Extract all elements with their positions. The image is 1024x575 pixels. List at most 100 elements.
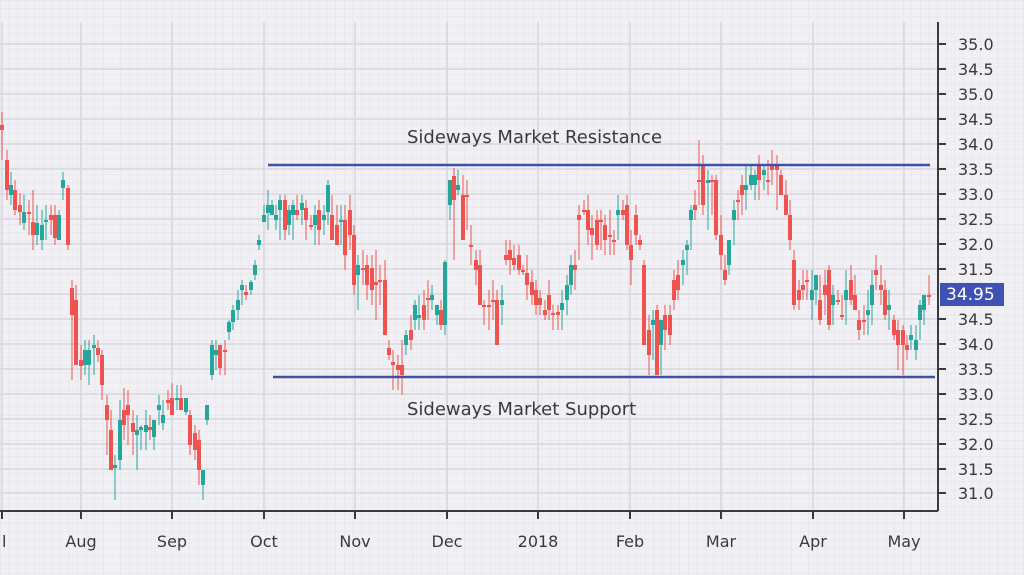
candle-down xyxy=(853,275,857,310)
candle-down xyxy=(478,250,482,305)
candle-up xyxy=(214,340,218,370)
y-tick-label: 35.0 xyxy=(958,35,994,54)
candle-down xyxy=(723,255,727,285)
candle-up xyxy=(569,255,573,295)
candle-down xyxy=(508,240,512,275)
candle-up xyxy=(681,250,685,285)
candle-down xyxy=(439,300,443,330)
last-price-label: 34.95 xyxy=(940,283,1004,306)
candle-up xyxy=(262,205,266,222)
candle-down xyxy=(874,255,878,290)
candle-up xyxy=(57,210,61,240)
candle-down xyxy=(13,180,17,215)
candle-up xyxy=(139,425,143,450)
candle-up xyxy=(210,340,214,380)
candle-down xyxy=(330,195,334,240)
candle-down xyxy=(797,280,801,310)
candle-up xyxy=(922,295,926,325)
candle-down xyxy=(595,210,599,250)
candle-up xyxy=(291,200,295,240)
candle-up xyxy=(253,260,257,280)
candle-down xyxy=(100,350,104,400)
candle-up xyxy=(560,290,564,330)
candle-up xyxy=(270,200,274,215)
candle-up xyxy=(565,275,569,315)
candle-up xyxy=(152,420,156,450)
x-tick-label: Mar xyxy=(706,532,737,551)
y-tick-label: 33.5 xyxy=(958,360,994,379)
candle-down xyxy=(197,430,201,485)
candle-down xyxy=(621,200,625,220)
candle-down xyxy=(827,265,831,330)
candle-down xyxy=(879,265,883,305)
candle-down xyxy=(608,210,612,255)
trendlines xyxy=(268,163,935,379)
candle-up xyxy=(706,170,710,230)
candle-down xyxy=(883,280,887,320)
candle-up xyxy=(87,340,91,385)
y-tick-label: 31.5 xyxy=(958,260,994,279)
candle-down xyxy=(534,280,538,315)
candle-down xyxy=(309,215,313,230)
candle-down xyxy=(836,290,840,305)
axes xyxy=(0,22,939,512)
candle-down xyxy=(590,215,594,260)
y-tick-label: 32.5 xyxy=(958,210,994,229)
candle-down xyxy=(74,285,78,365)
candle-down xyxy=(53,205,57,245)
y-tick-label: 31.0 xyxy=(958,484,994,503)
candle-down xyxy=(638,235,642,250)
candle-up xyxy=(227,320,231,340)
candle-down xyxy=(517,245,521,275)
candle-up xyxy=(404,330,408,355)
candle-up xyxy=(356,255,360,310)
y-tick-label: 34.0 xyxy=(958,335,994,354)
candle-down xyxy=(218,345,222,375)
candle-down xyxy=(892,315,896,340)
candle-down xyxy=(901,325,905,375)
candle-down xyxy=(31,190,35,250)
candle-down xyxy=(676,260,680,300)
x-tick-label: Feb xyxy=(616,532,644,551)
candle-down xyxy=(788,200,792,250)
candle-down xyxy=(719,215,723,270)
candle-up xyxy=(831,285,835,325)
last-price-badge xyxy=(940,283,1004,306)
x-tick-label: May xyxy=(887,532,920,551)
candle-down xyxy=(547,280,551,320)
y-tick-label: 32.0 xyxy=(958,435,994,454)
candle-up xyxy=(113,455,117,500)
candle-up xyxy=(240,280,244,305)
y-tick-label: 32.0 xyxy=(958,235,994,254)
candle-up xyxy=(83,340,87,375)
x-tick-label: Aug xyxy=(65,532,96,551)
candle-down xyxy=(840,295,844,320)
candle-up xyxy=(61,172,65,200)
candle-down xyxy=(736,190,740,220)
candle-up xyxy=(274,205,278,230)
candle-down xyxy=(647,315,651,375)
candle-up xyxy=(685,240,689,275)
candle-down xyxy=(927,275,931,305)
candle-down xyxy=(122,388,126,440)
candle-down xyxy=(352,225,356,295)
candle-down xyxy=(672,270,676,310)
y-tick-label: 31.5 xyxy=(958,460,994,479)
candle-up xyxy=(35,205,39,245)
candle-down xyxy=(801,270,805,300)
y-tick-label: 33.0 xyxy=(958,185,994,204)
candle-down xyxy=(521,265,525,275)
candle-up xyxy=(430,285,434,310)
y-axis-ticks: 35.0 34.5 35.0 34.5 34.0 33.5 33.0 32.5 32.0 31.5… xyxy=(938,35,994,503)
candle-down xyxy=(487,290,491,330)
candle-down xyxy=(426,280,430,320)
candle-up xyxy=(753,170,757,200)
candle-up xyxy=(326,180,330,225)
last-price-value: 34.95 xyxy=(946,285,995,305)
candle-down xyxy=(586,195,590,245)
candle-down xyxy=(668,305,672,345)
candle-up xyxy=(659,320,663,375)
candle-up xyxy=(870,270,874,325)
candle-down xyxy=(469,225,473,265)
